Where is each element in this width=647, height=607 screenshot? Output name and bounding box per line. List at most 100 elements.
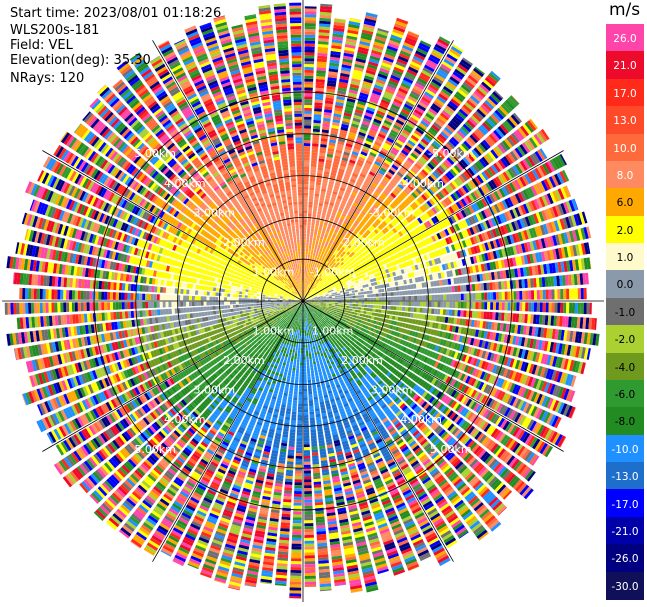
velocity-gate <box>306 266 309 270</box>
velocity-gate <box>321 215 326 219</box>
velocity-gate <box>388 80 399 87</box>
velocity-gate <box>304 64 314 68</box>
velocity-gate <box>332 122 340 127</box>
velocity-gate <box>304 6 317 9</box>
velocity-gate <box>358 292 362 295</box>
velocity-gate <box>303 230 307 234</box>
velocity-gate <box>311 286 314 290</box>
velocity-gate <box>308 201 313 205</box>
velocity-gate <box>340 292 344 295</box>
velocity-gate <box>308 272 311 276</box>
velocity-gate <box>387 42 399 50</box>
velocity-gate <box>466 293 470 300</box>
velocity-gate <box>358 307 362 310</box>
velocity-gate <box>365 137 374 143</box>
velocity-gate <box>320 297 324 300</box>
velocity-gate <box>356 283 360 287</box>
velocity-gate <box>528 290 532 300</box>
velocity-gate <box>351 309 355 312</box>
velocity-gate <box>493 302 497 310</box>
velocity-gate <box>329 302 333 304</box>
velocity-gate <box>321 135 329 139</box>
velocity-gate <box>354 210 360 215</box>
velocity-gate <box>387 134 396 141</box>
velocity-gate <box>313 252 316 256</box>
velocity-gate <box>308 204 313 208</box>
velocity-gate <box>377 28 389 34</box>
velocity-gate <box>365 109 375 115</box>
velocity-gate <box>401 79 412 87</box>
velocity-gate <box>333 309 337 312</box>
velocity-gate <box>312 213 317 218</box>
velocity-gate <box>455 293 459 301</box>
velocity-gate <box>334 104 344 109</box>
velocity-gate <box>375 158 383 164</box>
velocity-gate <box>312 273 315 277</box>
velocity-gate <box>332 163 339 168</box>
velocity-gate <box>347 29 359 35</box>
velocity-gate <box>333 158 340 163</box>
velocity-gate <box>314 99 323 103</box>
velocity-gate <box>381 147 389 154</box>
velocity-gate <box>449 48 461 58</box>
velocity-gate <box>328 142 336 147</box>
velocity-gate <box>333 238 338 243</box>
velocity-gate <box>396 139 404 146</box>
velocity-gate <box>333 113 342 118</box>
velocity-gate <box>318 202 324 207</box>
velocity-gate <box>406 69 418 77</box>
velocity-gate <box>320 264 324 268</box>
velocity-gate <box>408 296 412 301</box>
velocity-gate <box>338 192 344 197</box>
velocity-gate <box>415 283 420 289</box>
velocity-gate <box>315 271 318 275</box>
velocity-gate <box>317 44 329 48</box>
velocity-gate <box>319 197 325 201</box>
velocity-gate <box>355 106 365 112</box>
velocity-gate <box>334 292 338 295</box>
velocity-gate <box>376 110 386 117</box>
velocity-gate <box>315 187 321 192</box>
velocity-gate <box>422 288 426 294</box>
velocity-gate <box>338 237 343 242</box>
velocity-gate <box>303 239 306 243</box>
velocity-gate <box>335 302 339 305</box>
velocity-gate <box>498 281 502 290</box>
velocity-gate <box>414 295 418 301</box>
velocity-gate <box>316 262 320 267</box>
velocity-gate <box>317 244 321 248</box>
velocity-gate <box>354 183 361 189</box>
velocity-gate <box>331 294 335 297</box>
velocity-gate <box>348 181 355 186</box>
velocity-gate <box>381 125 390 131</box>
velocity-gate <box>317 208 322 213</box>
velocity-gate <box>325 195 331 200</box>
velocity-gate <box>321 258 324 262</box>
velocity-gate <box>414 53 426 61</box>
velocity-gate <box>368 154 376 160</box>
velocity-gate <box>392 286 397 291</box>
velocity-gate <box>313 202 318 206</box>
velocity-gate <box>309 184 315 188</box>
velocity-gate <box>304 110 312 114</box>
velocity-gate <box>313 125 321 130</box>
velocity-gate <box>329 253 333 257</box>
velocity-gate <box>471 310 476 318</box>
velocity-gate <box>315 279 319 282</box>
velocity-gate <box>327 186 333 191</box>
velocity-gate <box>372 44 384 51</box>
velocity-gate <box>349 178 356 184</box>
velocity-gate <box>304 292 306 296</box>
velocity-gate <box>304 23 316 27</box>
velocity-gate <box>345 205 351 210</box>
velocity-gate <box>376 297 380 301</box>
velocity-gate <box>347 164 354 170</box>
velocity-gate <box>340 303 344 305</box>
velocity-gate <box>395 311 399 316</box>
velocity-gate <box>437 68 449 77</box>
velocity-gate <box>397 136 406 144</box>
velocity-gate <box>304 283 306 287</box>
velocity-gate <box>317 164 324 168</box>
velocity-gate <box>418 74 429 83</box>
velocity-gate <box>314 278 318 282</box>
